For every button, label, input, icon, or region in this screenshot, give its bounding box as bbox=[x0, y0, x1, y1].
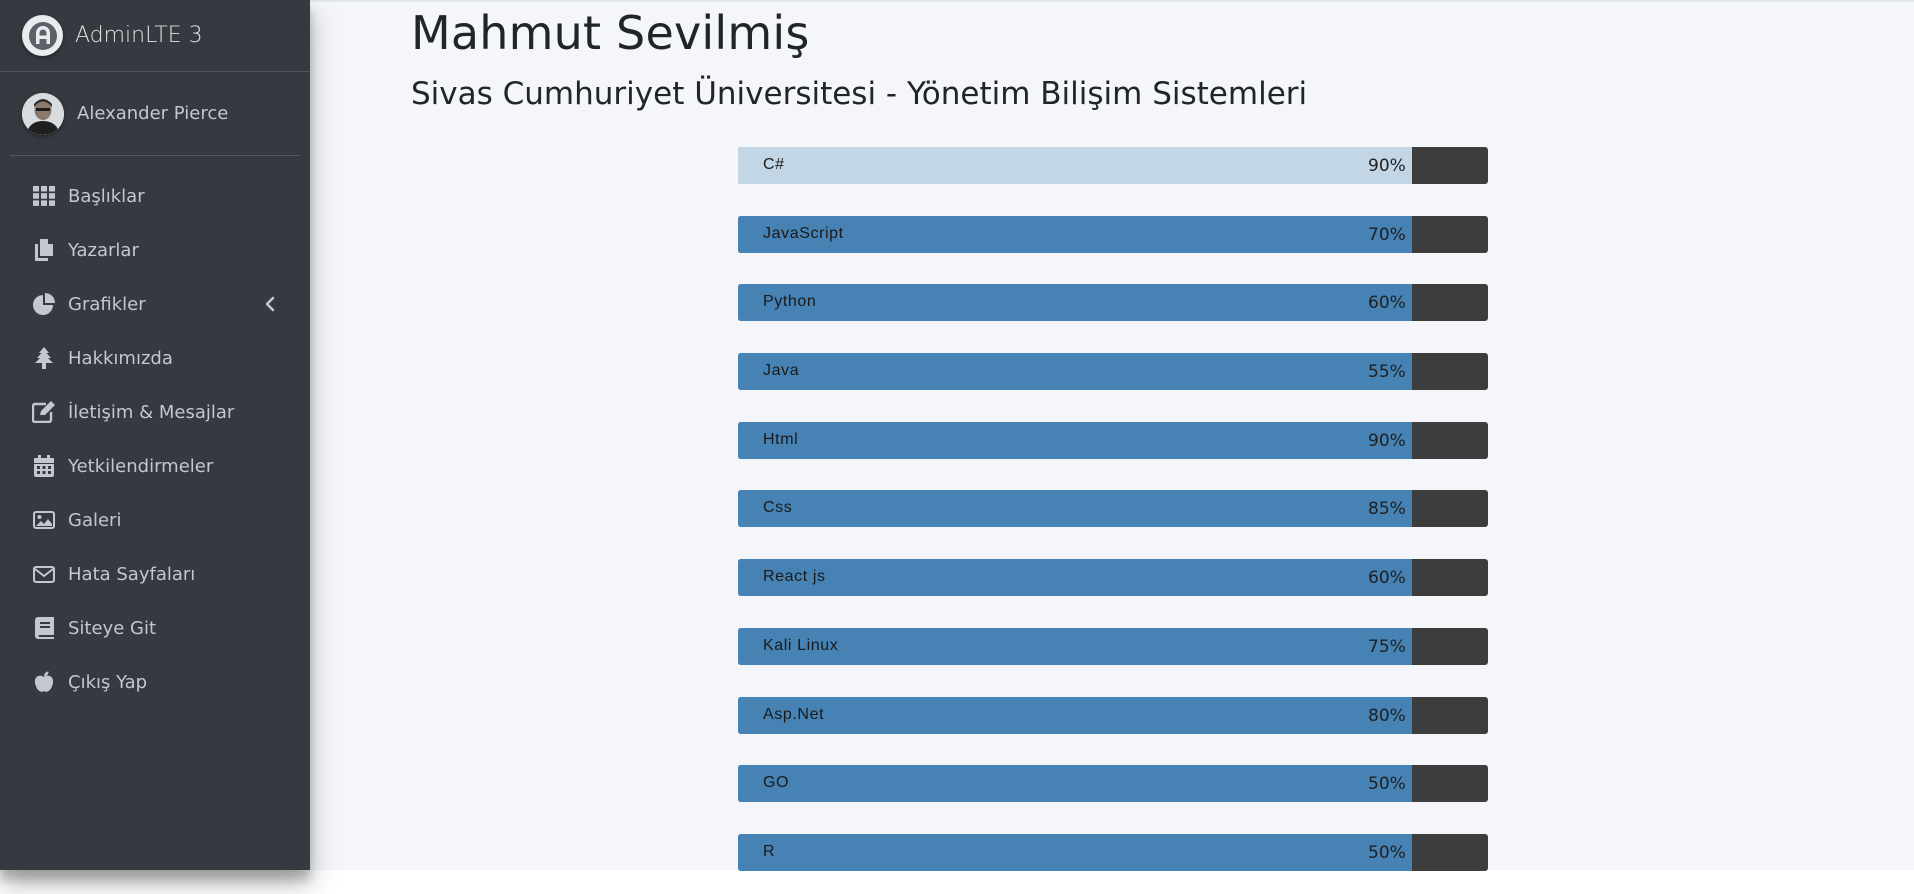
skill-name: JavaScript bbox=[763, 224, 844, 242]
sidebar-item-label: Yetkilendirmeler bbox=[68, 455, 214, 477]
page-subtitle: Sivas Cumhuriyet Üniversitesi - Yönetim … bbox=[411, 76, 1308, 112]
skill-bar-css[interactable]: Css 85% bbox=[738, 490, 1488, 528]
sidebar-item-iletisim[interactable]: İletişim & Mesajlar bbox=[0, 385, 310, 439]
skill-percent: 90% bbox=[1368, 156, 1406, 176]
skill-name: Asp.Net bbox=[763, 705, 825, 723]
skill-bar-fill bbox=[738, 696, 1412, 734]
skill-name: React js bbox=[763, 568, 826, 586]
skill-name: Html bbox=[763, 430, 799, 448]
user-avatar bbox=[22, 92, 64, 135]
skill-bar-kali-linux[interactable]: Kali Linux 75% bbox=[738, 627, 1488, 665]
sidebar-item-label: Başlıklar bbox=[68, 185, 145, 207]
skill-bar-fill bbox=[738, 765, 1412, 803]
skill-bar-fill bbox=[738, 421, 1412, 459]
skill-bar-fill bbox=[738, 353, 1412, 391]
page-title: Mahmut Sevilmiş bbox=[411, 6, 810, 60]
skill-bar-fill bbox=[738, 627, 1412, 665]
sidebar-item-siteye-git[interactable]: Siteye Git bbox=[0, 601, 310, 655]
sidebar-item-label: İletişim & Mesajlar bbox=[68, 401, 235, 423]
book-icon bbox=[32, 616, 56, 640]
skill-name: R bbox=[763, 842, 776, 860]
sidebar-nav: Başlıklar Yazarlar Grafi bbox=[0, 169, 310, 709]
edit-icon bbox=[32, 400, 56, 424]
sidebar-item-label: Yazarlar bbox=[68, 239, 139, 261]
skill-percent: 80% bbox=[1368, 705, 1406, 726]
sidebar-item-grafikler[interactable]: Grafikler bbox=[0, 277, 310, 331]
skill-name: GO bbox=[763, 774, 790, 792]
image-icon bbox=[32, 508, 56, 532]
pie-chart-icon bbox=[32, 292, 56, 316]
skill-bar-javascript[interactable]: JavaScript 70% bbox=[738, 215, 1488, 253]
skill-bar-react-js[interactable]: React js 60% bbox=[738, 559, 1488, 597]
skill-bar-html[interactable]: Html 90% bbox=[738, 421, 1488, 459]
skill-percent: 90% bbox=[1368, 430, 1406, 451]
skill-bar-fill bbox=[738, 147, 1412, 184]
sidebar-item-label: Hakkımızda bbox=[68, 347, 173, 369]
sidebar-item-label: Hata Sayfaları bbox=[68, 563, 196, 585]
skill-bar-asp-net[interactable]: Asp.Net 80% bbox=[738, 696, 1488, 734]
copy-icon bbox=[32, 238, 56, 262]
skill-bar-fill bbox=[738, 559, 1412, 597]
skill-name: C# bbox=[763, 156, 785, 173]
sidebar-item-label: Siteye Git bbox=[68, 617, 157, 639]
skill-bar-r[interactable]: R 50% bbox=[738, 833, 1488, 871]
skill-name: Python bbox=[763, 293, 817, 311]
sidebar-item-hata-sayfalari[interactable]: Hata Sayfaları bbox=[0, 547, 310, 601]
sidebar-item-label: Grafikler bbox=[68, 293, 146, 315]
skill-bar-python[interactable]: Python 60% bbox=[738, 284, 1488, 322]
user-name: Alexander Pierce bbox=[77, 103, 229, 124]
sidebar-item-label: Çıkış Yap bbox=[68, 671, 148, 693]
skill-percent: 60% bbox=[1368, 568, 1406, 589]
user-panel[interactable]: Alexander Pierce bbox=[10, 72, 300, 156]
skill-bar-go[interactable]: GO 50% bbox=[738, 765, 1488, 803]
adminlte-logo-icon bbox=[22, 15, 63, 56]
skill-percent: 50% bbox=[1368, 774, 1406, 795]
sidebar-item-galeri[interactable]: Galeri bbox=[0, 493, 310, 547]
sidebar-item-label: Galeri bbox=[68, 509, 122, 531]
brand-text: AdminLTE 3 bbox=[75, 23, 203, 48]
skill-bar-fill bbox=[738, 833, 1412, 871]
skills-list: C# 90% JavaScript 70% Python 60% Java 55… bbox=[738, 147, 1488, 894]
skill-name: Css bbox=[763, 499, 793, 517]
sidebar-item-yetkilendirmeler[interactable]: Yetkilendirmeler bbox=[0, 439, 310, 493]
content-wrapper: Mahmut Sevilmiş Sivas Cumhuriyet Ünivers… bbox=[310, 0, 1914, 871]
skill-bar-fill bbox=[738, 284, 1412, 322]
tree-icon bbox=[32, 346, 56, 370]
skill-percent: 55% bbox=[1368, 362, 1406, 383]
calendar-icon bbox=[32, 454, 56, 478]
sidebar: AdminLTE 3 Alexander Pierce bbox=[0, 0, 310, 870]
sidebar-item-hakkimizda[interactable]: Hakkımızda bbox=[0, 331, 310, 385]
skill-bar-csharp[interactable]: C# 90% bbox=[738, 147, 1488, 184]
sidebar-item-basliklar[interactable]: Başlıklar bbox=[0, 169, 310, 223]
skill-bar-fill bbox=[738, 215, 1412, 253]
skill-percent: 60% bbox=[1368, 293, 1406, 314]
skill-name: Java bbox=[763, 362, 800, 380]
envelope-icon bbox=[32, 562, 56, 586]
skill-percent: 85% bbox=[1368, 499, 1406, 520]
skill-percent: 50% bbox=[1368, 842, 1406, 863]
sidebar-item-cikis-yap[interactable]: Çıkış Yap bbox=[0, 655, 310, 709]
grid-icon bbox=[32, 184, 56, 208]
skill-bar-fill bbox=[738, 490, 1412, 528]
skill-percent: 70% bbox=[1368, 224, 1406, 245]
chevron-left-icon[interactable] bbox=[260, 294, 280, 314]
skill-bar-java[interactable]: Java 55% bbox=[738, 353, 1488, 391]
apple-icon bbox=[32, 670, 56, 694]
skill-name: Kali Linux bbox=[763, 636, 839, 654]
sidebar-item-yazarlar[interactable]: Yazarlar bbox=[0, 223, 310, 277]
skill-percent: 75% bbox=[1368, 636, 1406, 657]
brand-link[interactable]: AdminLTE 3 bbox=[0, 0, 310, 72]
